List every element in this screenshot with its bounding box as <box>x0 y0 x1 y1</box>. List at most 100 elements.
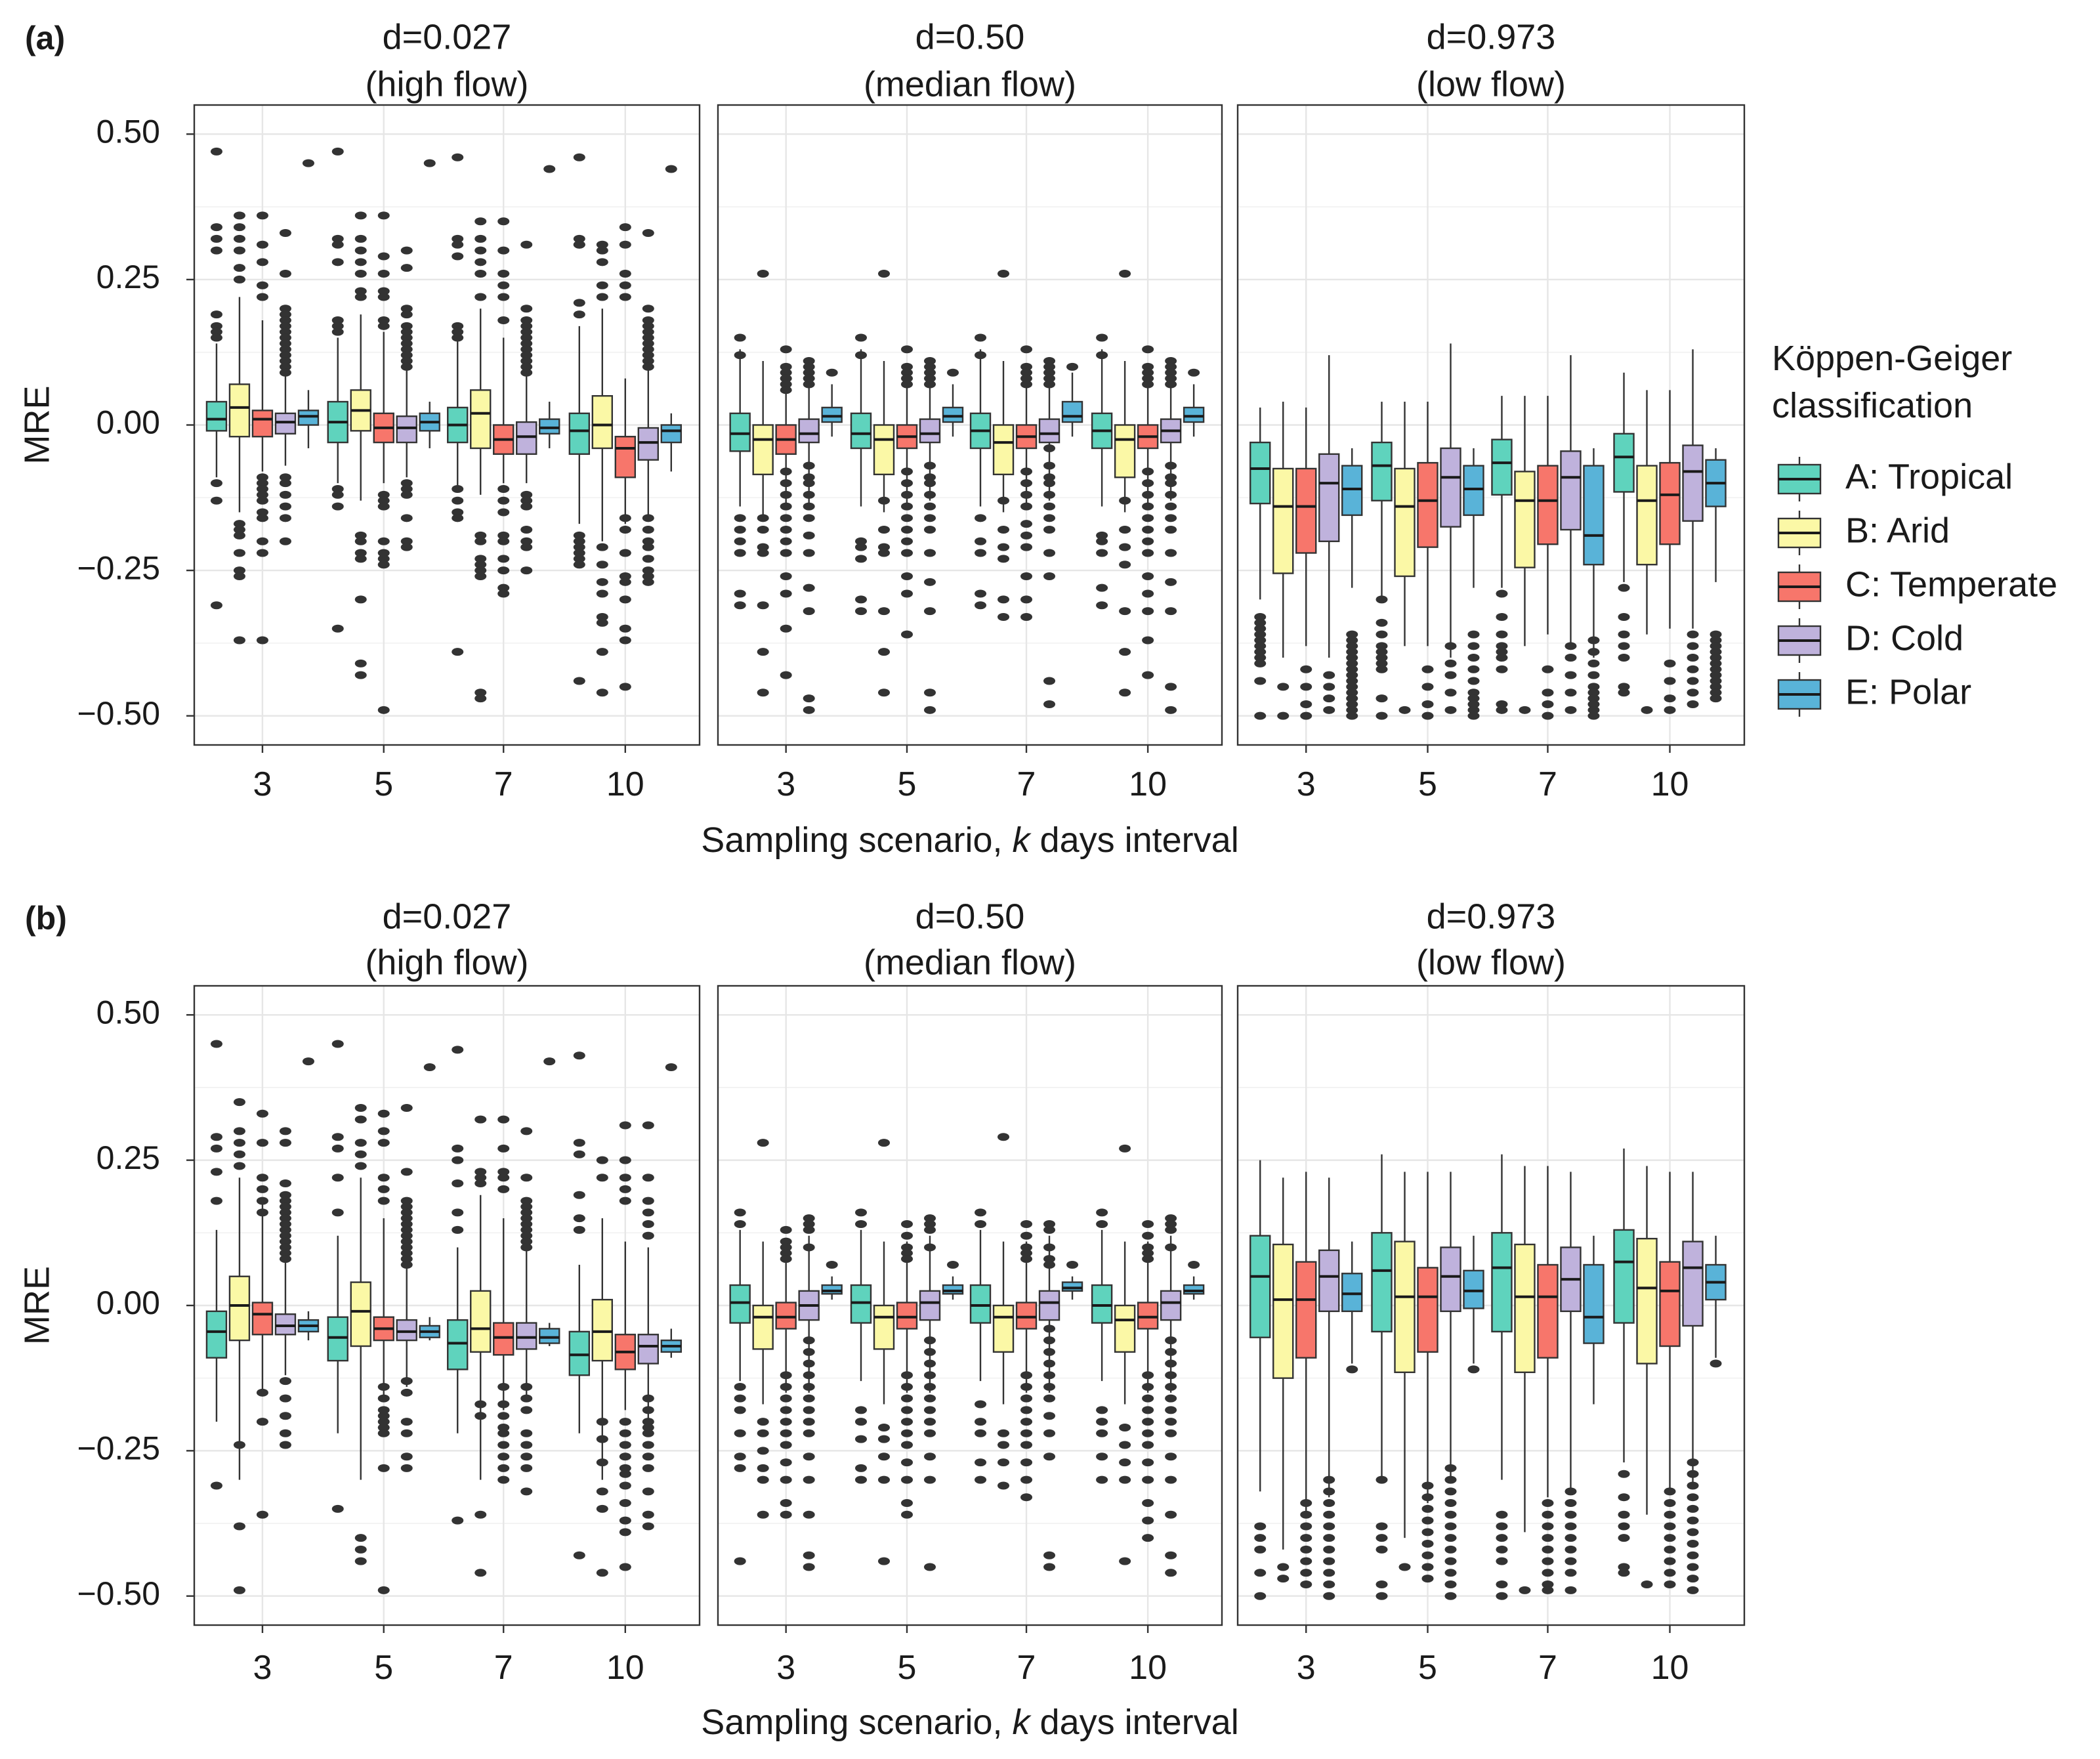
outlier-point <box>596 293 608 301</box>
outlier-point <box>901 1406 913 1414</box>
outlier-point <box>1096 1406 1108 1414</box>
outlier-point <box>497 508 510 517</box>
outlier-point <box>452 514 464 522</box>
outlier-point <box>331 1208 344 1217</box>
outlier-point <box>279 357 291 365</box>
box <box>798 418 820 444</box>
outlier-point <box>803 461 815 470</box>
outlier-point <box>924 1452 936 1461</box>
outlier-point <box>1096 1208 1108 1217</box>
outlier-point <box>1119 607 1131 616</box>
outlier-point <box>619 1418 631 1426</box>
outlier-point <box>520 240 533 249</box>
box <box>1038 1290 1060 1321</box>
outlier-point <box>1300 1580 1312 1589</box>
outlier-point <box>1346 700 1358 708</box>
outlier-point <box>210 322 222 330</box>
outlier-point <box>1444 642 1457 650</box>
outlier-point <box>1020 595 1033 604</box>
outlier-point <box>1421 1481 1434 1490</box>
outlier-point <box>1376 654 1388 662</box>
outlier-point <box>1043 514 1056 522</box>
outlier-point <box>452 240 464 249</box>
outlier-point <box>642 1429 654 1437</box>
outlier-point <box>256 485 268 493</box>
outlier-point <box>520 1220 533 1229</box>
outlier-point <box>803 1214 815 1223</box>
outlier-point <box>1564 642 1577 650</box>
outlier-point <box>1020 1394 1033 1403</box>
outlier-point <box>803 607 815 616</box>
outlier-point <box>520 345 533 354</box>
x-tick-label: 3 <box>776 1649 795 1687</box>
outlier-point <box>596 578 608 586</box>
outlier-point <box>1119 1441 1131 1449</box>
legend-title-line2: classification <box>1772 386 1973 425</box>
outlier-point <box>1188 368 1200 377</box>
outlier-point <box>642 1174 654 1182</box>
panel-frame <box>193 985 701 1626</box>
outlier-point <box>1496 613 1508 621</box>
outlier-point <box>734 1452 746 1461</box>
outlier-point <box>1254 1522 1267 1531</box>
box <box>1091 1284 1113 1324</box>
outlier-point <box>520 322 533 330</box>
outlier-point <box>924 490 936 499</box>
outlier-point <box>1142 1220 1154 1229</box>
outlier-point <box>642 339 654 348</box>
outlier-point <box>400 1255 413 1263</box>
box <box>516 421 537 456</box>
outlier-point <box>452 153 464 161</box>
outlier-point <box>1323 1592 1335 1600</box>
outlier-point <box>1467 706 1480 714</box>
outlier-point <box>1165 1382 1177 1391</box>
outlier-point <box>400 1220 413 1229</box>
box <box>1341 1273 1363 1313</box>
outlier-point <box>924 1225 936 1234</box>
y-tick-label: 0.25 <box>96 259 160 295</box>
outlier-point <box>1254 636 1267 645</box>
outlier-point <box>1618 1470 1630 1478</box>
outlier-point <box>1165 461 1177 470</box>
outlier-point <box>1300 711 1312 720</box>
outlier-point <box>1641 706 1653 714</box>
box <box>729 1284 751 1324</box>
outlier-point <box>1254 1534 1267 1542</box>
outlier-point <box>497 1144 510 1153</box>
outlier-point <box>878 270 890 278</box>
outlier-point <box>998 526 1010 534</box>
outlier-point <box>400 1261 413 1269</box>
box <box>1491 1232 1513 1333</box>
outlier-point <box>573 561 585 569</box>
outlier-point <box>233 246 245 255</box>
outlier-point <box>780 1394 792 1403</box>
outlier-point <box>520 1202 533 1211</box>
outlier-point <box>520 502 533 511</box>
outlier-point <box>1020 362 1033 371</box>
outlier-point <box>331 1504 344 1513</box>
outlier-point <box>256 537 268 545</box>
outlier-point <box>1323 1522 1335 1531</box>
outlier-point <box>233 1150 245 1158</box>
outlier-point <box>1300 683 1312 691</box>
outlier-point <box>1587 694 1600 703</box>
outlier-point <box>520 1225 533 1234</box>
box <box>1463 465 1484 517</box>
outlier-point <box>279 1139 291 1147</box>
outlier-point <box>279 339 291 348</box>
outlier-point <box>780 345 792 354</box>
outlier-point <box>1564 1569 1577 1577</box>
legend-title: Köppen-Geiger <box>1772 339 2012 378</box>
outlier-point <box>1254 630 1267 639</box>
outlier-point <box>855 1475 867 1484</box>
outlier-point <box>1142 1371 1154 1380</box>
x-tick-label: 7 <box>1538 1649 1557 1687</box>
outlier-point <box>1346 1365 1358 1374</box>
outlier-point <box>1710 683 1722 691</box>
outlier-point <box>1710 630 1722 639</box>
outlier-point <box>1043 444 1056 452</box>
outlier-point <box>1496 654 1508 662</box>
outlier-point <box>1165 502 1177 511</box>
outlier-point <box>1300 1534 1312 1542</box>
outlier-point <box>1142 1475 1154 1484</box>
